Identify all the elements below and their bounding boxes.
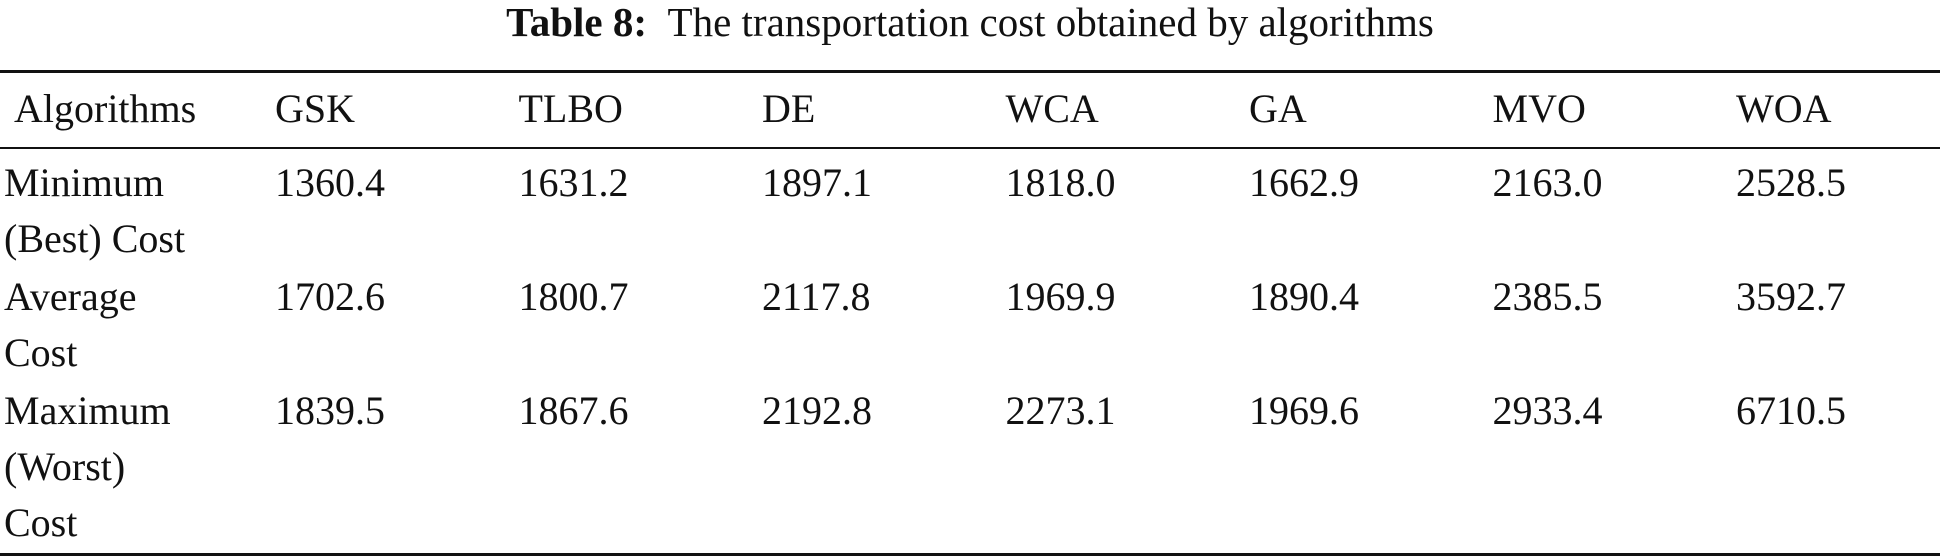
column-header: WOA [1736, 86, 1832, 131]
table-caption: Table 8: The transportation cost obtaine… [0, 0, 1940, 56]
column-header: GSK [275, 86, 356, 131]
table-row: Maximum (Worst) Cost 1839.5 1867.6 2192.… [0, 383, 1940, 554]
table-row: Minimum (Best) Cost 1360.4 1631.2 1897.1… [0, 148, 1940, 269]
column-header: WCA [1005, 86, 1099, 131]
row-header: Average Cost [4, 273, 137, 375]
column-header: MVO [1492, 86, 1586, 131]
table-cell: 1702.6 [275, 273, 385, 319]
table-cell: 1662.9 [1249, 159, 1359, 205]
column-header: Algorithms [14, 86, 197, 131]
column-header: TLBO [518, 86, 623, 131]
table-header: Algorithms GSK TLBO DE WCA GA MVO WOA [0, 71, 1940, 148]
table-cell: 1867.6 [518, 387, 629, 433]
table-cell: 2273.1 [1005, 387, 1116, 433]
table-cell: 1839.5 [275, 387, 385, 433]
results-table-container: Algorithms GSK TLBO DE WCA GA MVO WOA Mi… [0, 70, 1940, 556]
table-header-row: Algorithms GSK TLBO DE WCA GA MVO WOA [0, 71, 1940, 148]
table-caption-label: Table 8: [506, 0, 648, 45]
row-header: Minimum (Best) Cost [4, 159, 186, 261]
table-cell: 1818.0 [1005, 159, 1116, 205]
table-cell: 2933.4 [1492, 387, 1603, 433]
table-cell: 1969.9 [1005, 273, 1116, 319]
table-cell: 2163.0 [1492, 159, 1603, 205]
table-cell: 2192.8 [762, 387, 872, 433]
table-cell: 2117.8 [762, 273, 871, 319]
column-header: GA [1249, 86, 1307, 131]
table-caption-text: The transportation cost obtained by algo… [667, 0, 1434, 45]
table-body: Minimum (Best) Cost 1360.4 1631.2 1897.1… [0, 148, 1940, 554]
table-cell: 1897.1 [762, 159, 872, 205]
table-cell: 3592.7 [1736, 273, 1846, 319]
results-table: Algorithms GSK TLBO DE WCA GA MVO WOA Mi… [0, 70, 1940, 556]
row-header: Maximum (Worst) Cost [4, 387, 171, 545]
table-cell: 1800.7 [518, 273, 629, 319]
table-cell: 1890.4 [1249, 273, 1359, 319]
table-cell: 1360.4 [275, 159, 385, 205]
table-cell: 6710.5 [1736, 387, 1846, 433]
table-cell: 1631.2 [518, 159, 629, 205]
column-header: DE [762, 86, 816, 131]
table-cell: 1969.6 [1249, 387, 1359, 433]
table-cell: 2528.5 [1736, 159, 1846, 205]
table-row: Average Cost 1702.6 1800.7 2117.8 1969.9… [0, 269, 1940, 383]
table-cell: 2385.5 [1492, 273, 1603, 319]
